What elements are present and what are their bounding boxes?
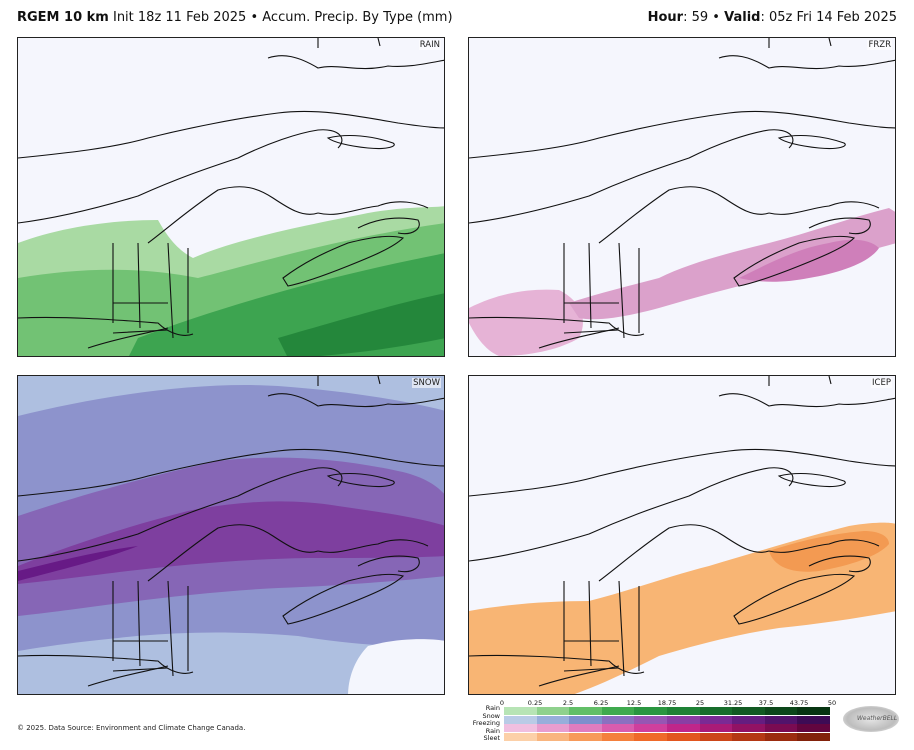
- legend-swatch: [536, 707, 570, 715]
- legend-swatch: [797, 715, 830, 724]
- snow-panel: SNOW: [17, 375, 445, 695]
- legend-swatch: [732, 724, 765, 733]
- legend-swatch: [764, 707, 798, 715]
- legend-tick-label: 43.75: [789, 699, 809, 707]
- product-name: Accum. Precip. By Type (mm): [262, 10, 453, 25]
- valid-label: Valid: [724, 10, 761, 25]
- hour-label: Hour: [647, 10, 684, 25]
- legend-swatch: [797, 707, 830, 715]
- legend-swatch: [601, 724, 635, 733]
- legend-swatch: [536, 732, 570, 741]
- legend-row-labels: Rain Snow Freezing Rain Sleet: [466, 704, 500, 743]
- legend-swatch: [699, 715, 733, 724]
- legend-swatch: [732, 732, 765, 741]
- legend-tick-label: 18.75: [657, 699, 677, 707]
- legend-row-label: Sleet: [483, 734, 500, 742]
- legend-swatch: [634, 707, 667, 715]
- legend-tick-label: 0: [499, 699, 505, 707]
- legend-swatch: [797, 724, 830, 733]
- legend-row-label: Freezing Rain: [472, 719, 500, 735]
- init-time: Init 18z 11 Feb 2025: [112, 10, 247, 25]
- chart-title: RGEM 10 km Init 18z 11 Feb 2025 • Accum.…: [17, 10, 453, 25]
- legend-swatch: [504, 724, 537, 733]
- snow-map: [18, 376, 444, 694]
- legend-bar-sleet: [504, 732, 830, 741]
- color-legend: 0 0.25 2.5 6.25 12.5 18.75 25 31.25 37.5 43.75 50 …: [466, 699, 846, 745]
- rain-panel: RAIN: [17, 37, 445, 357]
- rain-panel-label: RAIN: [418, 40, 441, 50]
- legend-bar-snow: [504, 715, 830, 724]
- legend-swatch: [504, 732, 537, 741]
- valid-separator: •: [712, 10, 720, 25]
- legend-swatch: [732, 707, 765, 715]
- legend-tick-label: 37.5: [758, 699, 774, 707]
- legend-swatch: [666, 707, 700, 715]
- legend-tick-label: 25: [695, 699, 705, 707]
- legend-swatch: [536, 715, 570, 724]
- frzr-panel: FRZR: [468, 37, 896, 357]
- legend-tick-label: 2.5: [562, 699, 574, 707]
- legend-swatch: [569, 707, 602, 715]
- legend-row-label: Snow: [482, 711, 500, 720]
- title-separator: •: [250, 10, 259, 25]
- legend-tick-label: 50: [827, 699, 837, 707]
- logo-text: WeatherBELL: [857, 715, 898, 722]
- frzr-map: [469, 38, 895, 356]
- legend-ticks: 0 0.25 2.5 6.25 12.5 18.75 25 31.25 37.5 43.75 50: [499, 699, 836, 708]
- legend-swatch: [699, 707, 733, 715]
- icep-panel: ICEP: [468, 375, 896, 695]
- hour-value: : 59: [683, 10, 709, 25]
- legend-swatch: [569, 715, 602, 724]
- icep-map: [469, 376, 895, 694]
- model-name: RGEM 10 km: [17, 10, 109, 25]
- legend-swatch: [797, 732, 830, 741]
- rain-map: [18, 38, 444, 356]
- legend-swatch: [634, 715, 667, 724]
- legend-bar-freezing-rain: [504, 724, 830, 733]
- legend-tick-label: 31.25: [723, 699, 743, 707]
- legend-color-bars: [504, 707, 830, 741]
- legend-swatch: [764, 724, 798, 733]
- frzr-panel-label: FRZR: [867, 40, 892, 50]
- data-source-footer: © 2025. Data Source: Environment and Cli…: [17, 724, 246, 732]
- legend-swatch: [666, 724, 700, 733]
- legend-swatch: [732, 715, 765, 724]
- legend-swatch: [601, 732, 635, 741]
- legend-swatch: [569, 732, 602, 741]
- legend-tick-label: 12.5: [626, 699, 642, 707]
- legend-swatch: [634, 732, 667, 741]
- legend-swatch: [536, 724, 570, 733]
- legend-bar-rain: [504, 707, 830, 715]
- valid-time: Hour: 59 • Valid: 05z Fri 14 Feb 2025: [648, 10, 897, 25]
- legend-swatch: [764, 715, 798, 724]
- legend-swatch: [634, 724, 667, 733]
- legend-swatch: [504, 715, 537, 724]
- legend-swatch: [504, 707, 537, 715]
- legend-tick-label: 6.25: [593, 699, 609, 707]
- legend-tick-label: 0.25: [527, 699, 543, 707]
- legend-swatch: [601, 715, 635, 724]
- weatherbell-logo: WeatherBELL: [843, 706, 899, 732]
- legend-swatch: [569, 724, 602, 733]
- icep-panel-label: ICEP: [871, 378, 892, 388]
- legend-swatch: [699, 732, 733, 741]
- legend-swatch: [666, 715, 700, 724]
- legend-swatch: [666, 732, 700, 741]
- legend-swatch: [601, 707, 635, 715]
- legend-swatch: [699, 724, 733, 733]
- legend-row-label: Rain: [485, 704, 500, 712]
- legend-swatch: [764, 732, 798, 741]
- snow-panel-label: SNOW: [412, 378, 441, 388]
- valid-value: : 05z Fri 14 Feb 2025: [760, 10, 897, 25]
